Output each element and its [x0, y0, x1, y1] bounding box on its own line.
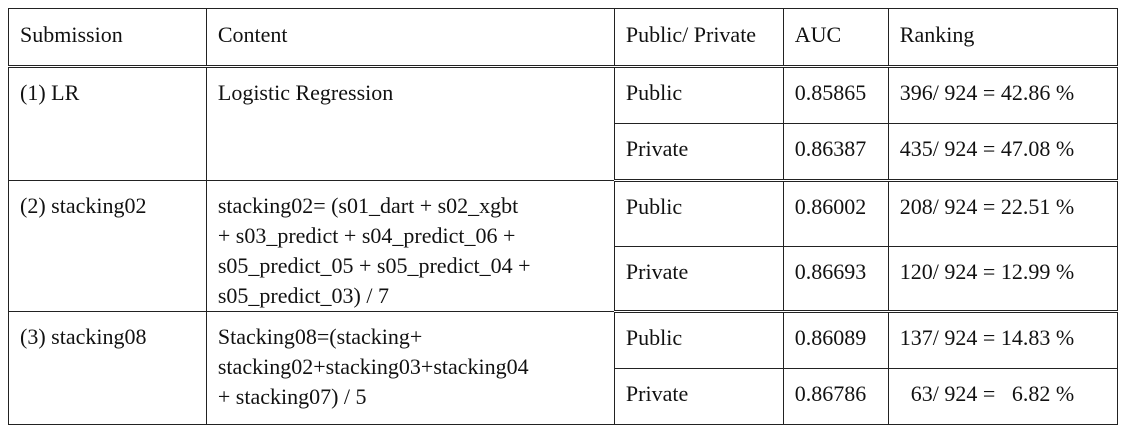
split-cell: Public [613, 66, 784, 124]
table-row: (1) LR Logistic Regression Public 0.8586… [8, 66, 1119, 181]
table-row: Private 0.86693 120/ 924 = 12.99 % [9, 245, 1119, 313]
auc-cell: 0.85865 [782, 66, 889, 124]
auc-cell: 0.86693 [782, 245, 889, 313]
content-line: stacking02+stacking03+stacking04 [217, 354, 529, 379]
content-cell: stacking02= (s01_dart + s02_xgbt + s03_p… [205, 180, 615, 312]
table-row: (3) stacking08 Stacking08=(stacking+ sta… [8, 311, 1119, 425]
auc-cell: 0.86786 [782, 368, 889, 425]
ranking-cell: 396/ 924 = 42.86 % [887, 66, 1119, 124]
ranking-cell: 137/ 924 = 14.83 % [887, 311, 1119, 369]
split-cell: Public [613, 180, 784, 247]
table-row: Private 0.86387 435/ 924 = 47.08 % [9, 123, 1119, 182]
results-table: Submission Content Public/ Private AUC R… [8, 8, 1119, 425]
split-cell: Public [613, 311, 784, 369]
table-row: Private 0.86786 63/ 924 = 6.82 % [9, 368, 1119, 425]
split-cell: Private [613, 368, 784, 425]
content-line: + s03_predict + s04_predict_06 + [217, 223, 516, 248]
content-line: Stacking08=(stacking+ [217, 324, 423, 349]
content-cell: Logistic Regression [205, 66, 615, 181]
ranking-cell: 435/ 924 = 47.08 % [887, 123, 1119, 182]
auc-cell: 0.86387 [782, 123, 889, 182]
ranking-cell: 120/ 924 = 12.99 % [887, 245, 1119, 313]
ranking-cell: 63/ 924 = 6.82 % [887, 368, 1119, 425]
header-submission: Submission [8, 8, 207, 67]
submission-cell: (1) LR [8, 66, 207, 181]
header-auc: AUC [782, 8, 889, 67]
content-line: stacking02= (s01_dart + s02_xgbt [217, 193, 519, 218]
content-line: s05_predict_05 + s05_predict_04 + [217, 253, 531, 278]
split-cell: Private [613, 245, 784, 313]
content-line: s05_predict_03) / 7 [217, 283, 389, 308]
header-ranking: Ranking [887, 8, 1119, 67]
content-line: Logistic Regression [217, 80, 394, 105]
header-public-private: Public/ Private [613, 8, 784, 67]
content-cell: Stacking08=(stacking+ stacking02+stackin… [205, 311, 615, 425]
header-content: Content [205, 8, 615, 67]
submission-cell: (3) stacking08 [8, 311, 207, 425]
table-row: (2) stacking02 stacking02= (s01_dart + s… [8, 180, 1119, 312]
ranking-cell: 208/ 924 = 22.51 % [887, 180, 1119, 247]
auc-cell: 0.86089 [782, 311, 889, 369]
submission-cell: (2) stacking02 [8, 180, 207, 312]
auc-cell: 0.86002 [782, 180, 889, 247]
content-line: + stacking07) / 5 [217, 384, 367, 409]
header-row: Submission Content Public/ Private AUC R… [8, 8, 1119, 67]
split-cell: Private [613, 123, 784, 182]
